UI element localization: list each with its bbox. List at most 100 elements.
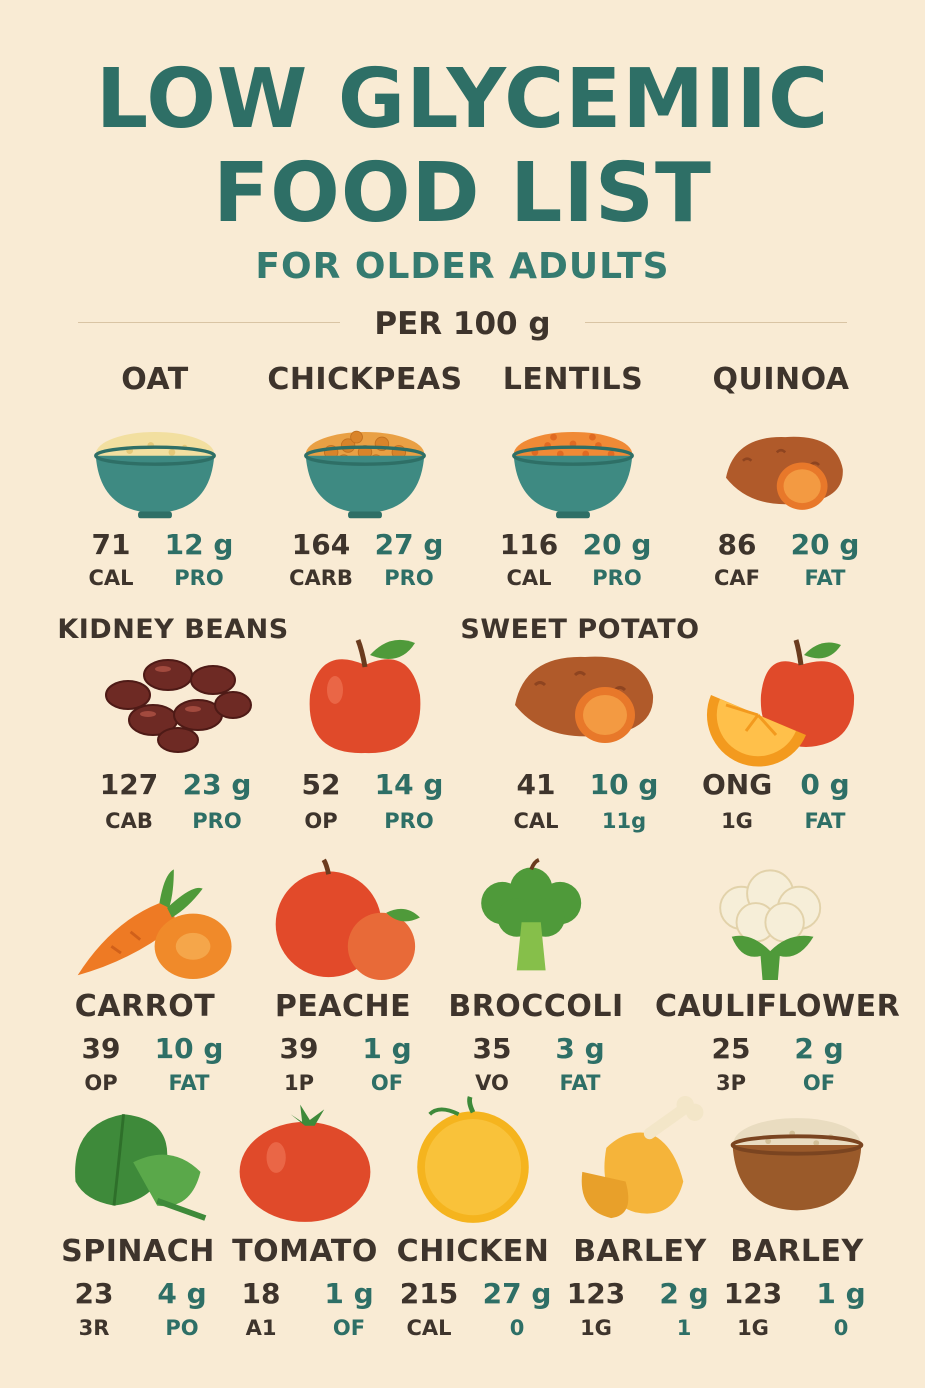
- food-name: CARROT: [74, 989, 216, 1024]
- calorie-value: 41: [516, 768, 556, 801]
- apple-icon: [309, 639, 421, 754]
- broccoli-icon: [481, 858, 582, 971]
- cauliflower-icon: [719, 869, 822, 980]
- food-name: BARLEY: [573, 1234, 707, 1269]
- calorie-value: 215: [399, 1277, 459, 1310]
- chickpeas-bowl-icon: [304, 430, 426, 519]
- food-name: OAT: [121, 362, 189, 397]
- calorie-value: 71: [91, 528, 131, 561]
- grams-value: 2 g: [794, 1032, 844, 1065]
- calorie-value: 35: [472, 1032, 512, 1065]
- calorie-value: 23: [74, 1277, 114, 1310]
- page-title-line-1: LOW GLYCEMIIC: [95, 52, 830, 147]
- calorie-unit-label: VO: [475, 1071, 509, 1095]
- grams-unit-label: PRO: [592, 566, 642, 590]
- spinach-icon: [75, 1114, 207, 1221]
- grams-unit-label: FAT: [559, 1071, 601, 1095]
- food-name: PEACHE: [274, 989, 412, 1024]
- grams-value: 14 g: [374, 768, 444, 801]
- grams-unit-label: OF: [370, 1071, 404, 1095]
- calorie-unit-label: 1P: [283, 1071, 314, 1095]
- calorie-unit-label: CAL: [506, 566, 552, 590]
- calorie-value: 116: [499, 528, 559, 561]
- divider-left: [78, 322, 340, 323]
- calorie-unit-label: OP: [84, 1071, 118, 1095]
- calorie-unit-label: CAB: [105, 809, 153, 833]
- grams-unit-label: PRO: [384, 566, 434, 590]
- calorie-unit-label: 1G: [580, 1316, 612, 1340]
- peach-icon: [275, 858, 420, 980]
- grams-unit-label: PO: [165, 1316, 199, 1340]
- grams-value: 3 g: [555, 1032, 605, 1065]
- calorie-value: 164: [291, 528, 351, 561]
- calorie-unit-label: CAL: [513, 809, 559, 833]
- food-name: QUINOA: [712, 362, 850, 397]
- kidney-beans-icon: [105, 659, 252, 753]
- grams-unit-label: 1: [676, 1316, 692, 1340]
- food-name: CHICKPEAS: [267, 362, 463, 397]
- grams-value: 0 g: [800, 768, 850, 801]
- grams-unit-label: 0: [833, 1316, 849, 1340]
- grams-value: 23 g: [182, 768, 252, 801]
- calorie-unit-label: 1G: [721, 809, 753, 833]
- calorie-unit-label: A1: [245, 1316, 277, 1340]
- sweet-potato-icon: [726, 436, 843, 510]
- calorie-value: 39: [279, 1032, 319, 1065]
- calorie-unit-label: 3R: [78, 1316, 110, 1340]
- barley-bowl-icon: [730, 1118, 864, 1211]
- calorie-unit-label: 1G: [737, 1316, 769, 1340]
- calorie-unit-label: CAL: [88, 566, 134, 590]
- grams-unit-label: FAT: [804, 566, 846, 590]
- grams-value: 20 g: [790, 528, 860, 561]
- food-name: BARLEY: [730, 1234, 864, 1269]
- chicken-leg-icon: [581, 1095, 704, 1219]
- calorie-value: 39: [81, 1032, 121, 1065]
- page-title-line-2: FOOD LIST: [213, 146, 712, 241]
- grams-value: 20 g: [582, 528, 652, 561]
- calorie-value: 52: [301, 768, 341, 801]
- grams-unit-label: OF: [332, 1316, 366, 1340]
- lentils-bowl-icon: [512, 432, 634, 519]
- calorie-value: 86: [717, 528, 757, 561]
- calorie-unit-label: CAL: [406, 1316, 452, 1340]
- food-name: CHICKEN: [396, 1234, 550, 1269]
- grams-unit-label: FAT: [168, 1071, 210, 1095]
- oat-bowl-icon: [94, 432, 216, 519]
- grams-unit-label: PRO: [192, 809, 242, 833]
- grams-unit-label: 0: [509, 1316, 525, 1340]
- orange-icon: [417, 1096, 529, 1223]
- orange-apple-icon: [706, 639, 855, 767]
- grams-value: 27 g: [482, 1277, 552, 1310]
- calorie-unit-label: 3P: [715, 1071, 746, 1095]
- per-serving-label: PER 100 g: [374, 306, 551, 342]
- calorie-value: 127: [99, 768, 159, 801]
- calorie-unit-label: OP: [304, 809, 338, 833]
- grams-value: 4 g: [157, 1277, 207, 1310]
- grams-value: 1 g: [324, 1277, 374, 1310]
- food-name: TOMATO: [232, 1234, 378, 1269]
- grams-value: 1 g: [816, 1277, 866, 1310]
- food-name: KIDNEY BEANS: [57, 614, 289, 645]
- grams-unit-label: PRO: [384, 809, 434, 833]
- calorie-unit-label: CAF: [713, 566, 760, 590]
- calorie-value: 18: [241, 1277, 281, 1310]
- grams-value: 2 g: [659, 1277, 709, 1310]
- grams-value: 1 g: [362, 1032, 412, 1065]
- food-name: BROCCOLI: [448, 989, 624, 1024]
- grams-unit-label: 11g: [601, 809, 647, 833]
- grams-value: 10 g: [589, 768, 659, 801]
- calorie-value: 123: [566, 1277, 626, 1310]
- grams-value: 10 g: [154, 1032, 224, 1065]
- divider-right: [585, 322, 847, 323]
- tomato-icon: [239, 1104, 371, 1222]
- calorie-value: 123: [723, 1277, 783, 1310]
- calorie-unit-label: CARB: [289, 566, 353, 590]
- calorie-value: 25: [711, 1032, 751, 1065]
- grams-unit-label: PRO: [174, 566, 224, 590]
- grams-unit-label: OF: [802, 1071, 836, 1095]
- food-name: CAULIFLOWER: [655, 989, 901, 1024]
- food-name: SWEET POTATO: [460, 614, 700, 645]
- page-subtitle: FOR OLDER ADULTS: [255, 246, 670, 287]
- grams-unit-label: FAT: [804, 809, 846, 833]
- food-name: SPINACH: [61, 1234, 215, 1269]
